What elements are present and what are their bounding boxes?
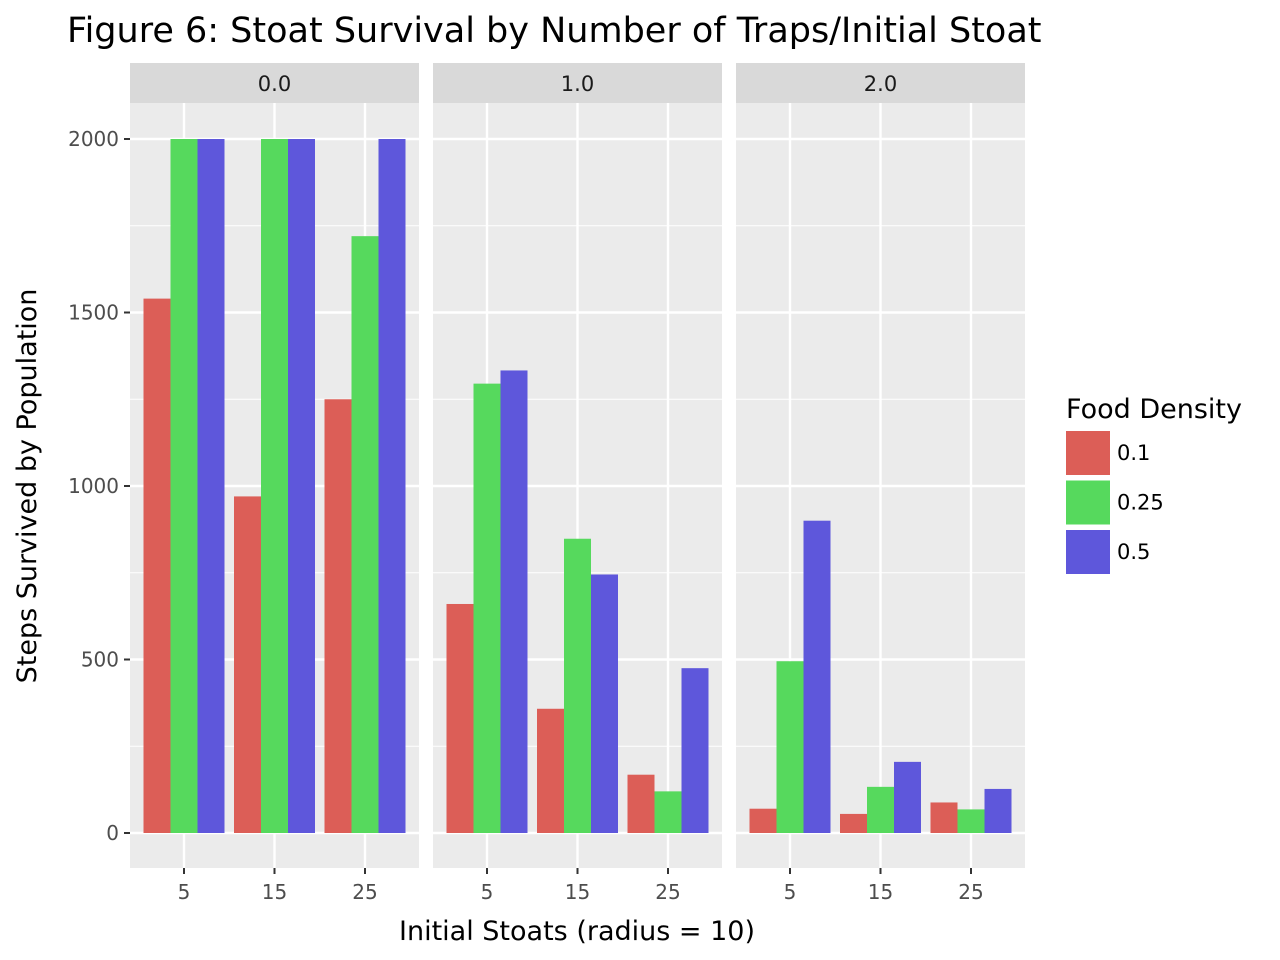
bar xyxy=(627,774,655,833)
y-tick-label: 1000 xyxy=(68,474,119,498)
x-tick-label: 15 xyxy=(565,880,590,904)
bar xyxy=(894,761,921,833)
legend-label: 0.1 xyxy=(1117,441,1150,465)
bar xyxy=(197,139,225,833)
bar xyxy=(591,574,618,833)
y-axis: 0 500 1000 1500 2000 xyxy=(68,127,130,845)
bar xyxy=(324,399,352,833)
bar xyxy=(776,661,804,833)
y-axis-title: Steps Survived by Population xyxy=(12,289,43,684)
facet-strip-label: 1.0 xyxy=(561,72,594,96)
x-tick-label: 25 xyxy=(655,880,680,904)
x-axis-title: Initial Stoats (radius = 10) xyxy=(399,916,755,947)
facet-strip-label: 2.0 xyxy=(864,72,897,96)
bar xyxy=(351,236,379,833)
bar xyxy=(473,383,501,833)
bar xyxy=(288,139,315,833)
bar xyxy=(681,668,709,833)
legend-swatch xyxy=(1066,480,1110,525)
bar xyxy=(537,708,564,833)
bar xyxy=(261,139,288,833)
legend: Food Density 0.1 0.25 0.5 xyxy=(1066,394,1242,574)
bar xyxy=(500,370,528,833)
facet-panel: 0.0 5 15 25 xyxy=(130,63,419,904)
bar xyxy=(378,139,406,833)
facet-strip-label: 0.0 xyxy=(258,72,291,96)
x-tick-label: 25 xyxy=(352,880,377,904)
facet-panels: 0.0 5 15 25 1.0 5 15 25 2.0 5 15 25 0 500 1000 1500 2000 xyxy=(68,63,1025,904)
bar xyxy=(930,802,958,833)
y-tick-label: 2000 xyxy=(68,127,119,151)
chart-title: Figure 6: Stoat Survival by Number of Tr… xyxy=(67,11,1042,51)
bar xyxy=(446,603,474,833)
x-tick-label: 5 xyxy=(178,880,191,904)
bar xyxy=(654,791,682,833)
bar xyxy=(564,538,591,833)
facet-panel: 1.0 5 15 25 xyxy=(433,63,722,904)
x-tick-label: 5 xyxy=(784,880,797,904)
facet-strip xyxy=(736,63,1025,103)
legend-title: Food Density xyxy=(1066,394,1242,425)
x-tick-label: 25 xyxy=(958,880,983,904)
bar xyxy=(803,520,831,833)
bar xyxy=(234,496,261,833)
bar xyxy=(957,809,985,833)
bar xyxy=(840,813,867,833)
facet-panel: 2.0 5 15 25 xyxy=(736,63,1025,904)
facet-strip xyxy=(130,63,419,103)
y-tick-label: 0 xyxy=(106,821,119,845)
bar xyxy=(867,786,894,833)
x-tick-label: 5 xyxy=(481,880,494,904)
y-tick-label: 1500 xyxy=(68,301,119,325)
bar xyxy=(170,139,198,833)
legend-label: 0.25 xyxy=(1117,491,1164,515)
y-tick-label: 500 xyxy=(81,648,119,672)
legend-label: 0.5 xyxy=(1117,540,1150,564)
legend-swatch xyxy=(1066,530,1110,574)
x-tick-label: 15 xyxy=(262,880,287,904)
x-tick-label: 15 xyxy=(868,880,893,904)
facet-strip xyxy=(433,63,722,103)
bar xyxy=(749,808,777,833)
bar xyxy=(143,298,171,833)
bar xyxy=(984,788,1012,833)
legend-swatch xyxy=(1066,431,1110,475)
